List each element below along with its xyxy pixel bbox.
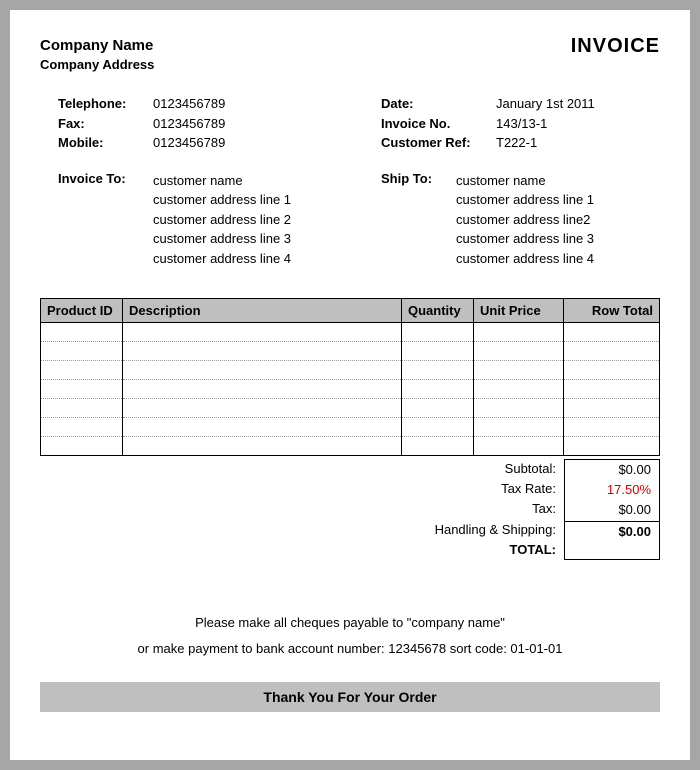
ship-to-line4: customer address line 4 bbox=[456, 249, 594, 269]
customer-ref-value: T222-1 bbox=[496, 133, 537, 153]
company-block: Company Name Company Address bbox=[40, 35, 154, 74]
invoice-title: INVOICE bbox=[571, 35, 660, 74]
ship-to-line3: customer address line 3 bbox=[456, 229, 594, 249]
date-label: Date: bbox=[381, 94, 496, 114]
invoice-to-block: Invoice To: customer name customer addre… bbox=[40, 171, 381, 269]
total-label: TOTAL: bbox=[435, 540, 556, 560]
table-row bbox=[41, 437, 660, 456]
thank-you-bar: Thank You For Your Order bbox=[40, 682, 660, 712]
company-address: Company Address bbox=[40, 56, 154, 74]
col-unit-price: Unit Price bbox=[474, 299, 564, 323]
subtotal-value: $0.00 bbox=[565, 460, 659, 480]
meta-block: Date:January 1st 2011 Invoice No.143/13-… bbox=[381, 94, 660, 153]
invoice-to-lines: customer name customer address line 1 cu… bbox=[153, 171, 291, 269]
shipping-label: Handling & Shipping: bbox=[435, 520, 556, 540]
tax-rate-value: 17.50% bbox=[565, 480, 659, 500]
totals-block: Subtotal: Tax Rate: Tax: Handling & Ship… bbox=[40, 459, 660, 560]
ship-to-line1: customer address line 1 bbox=[456, 190, 594, 210]
date-value: January 1st 2011 bbox=[496, 94, 595, 114]
tax-rate-label: Tax Rate: bbox=[435, 479, 556, 499]
line-items-table: Product ID Description Quantity Unit Pri… bbox=[40, 298, 660, 456]
subtotal-label: Subtotal: bbox=[435, 459, 556, 479]
invoice-to-line4: customer address line 4 bbox=[153, 249, 291, 269]
ship-to-name: customer name bbox=[456, 171, 594, 191]
tax-value: $0.00 bbox=[565, 500, 659, 520]
telephone-value: 0123456789 bbox=[153, 94, 225, 114]
footer-line2: or make payment to bank account number: … bbox=[40, 636, 660, 662]
customer-ref-label: Customer Ref: bbox=[381, 133, 496, 153]
invoice-to-name: customer name bbox=[153, 171, 291, 191]
col-quantity: Quantity bbox=[402, 299, 474, 323]
totals-values: $0.00 17.50% $0.00 $0.00 bbox=[564, 459, 660, 560]
ship-to-line2: customer address line2 bbox=[456, 210, 594, 230]
table-body bbox=[41, 323, 660, 456]
footer-notes: Please make all cheques payable to "comp… bbox=[40, 610, 660, 662]
invoice-no-value: 143/13-1 bbox=[496, 114, 547, 134]
mobile-label: Mobile: bbox=[58, 133, 153, 153]
table-row bbox=[41, 399, 660, 418]
ship-to-label: Ship To: bbox=[381, 171, 456, 269]
table-row bbox=[41, 323, 660, 342]
table-row bbox=[41, 361, 660, 380]
col-description: Description bbox=[123, 299, 402, 323]
ship-to-lines: customer name customer address line 1 cu… bbox=[456, 171, 594, 269]
fax-value: 0123456789 bbox=[153, 114, 225, 134]
contact-block: Telephone:0123456789 Fax:0123456789 Mobi… bbox=[40, 94, 381, 153]
tax-label: Tax: bbox=[435, 499, 556, 519]
address-row: Invoice To: customer name customer addre… bbox=[40, 171, 660, 269]
table-row bbox=[41, 418, 660, 437]
invoice-to-label: Invoice To: bbox=[58, 171, 153, 269]
mobile-value: 0123456789 bbox=[153, 133, 225, 153]
invoice-to-line3: customer address line 3 bbox=[153, 229, 291, 249]
col-product-id: Product ID bbox=[41, 299, 123, 323]
ship-to-block: Ship To: customer name customer address … bbox=[381, 171, 660, 269]
invoice-page: Company Name Company Address INVOICE Tel… bbox=[10, 10, 690, 760]
telephone-label: Telephone: bbox=[58, 94, 153, 114]
table-header-row: Product ID Description Quantity Unit Pri… bbox=[41, 299, 660, 323]
invoice-to-line2: customer address line 2 bbox=[153, 210, 291, 230]
table-row bbox=[41, 342, 660, 361]
invoice-no-label: Invoice No. bbox=[381, 114, 496, 134]
table-row bbox=[41, 380, 660, 399]
totals-labels: Subtotal: Tax Rate: Tax: Handling & Ship… bbox=[435, 459, 564, 560]
fax-label: Fax: bbox=[58, 114, 153, 134]
info-row: Telephone:0123456789 Fax:0123456789 Mobi… bbox=[40, 94, 660, 153]
footer-line1: Please make all cheques payable to "comp… bbox=[40, 610, 660, 636]
total-value: $0.00 bbox=[565, 521, 659, 542]
invoice-to-line1: customer address line 1 bbox=[153, 190, 291, 210]
col-row-total: Row Total bbox=[564, 299, 660, 323]
company-name: Company Name bbox=[40, 35, 154, 56]
header-row: Company Name Company Address INVOICE bbox=[40, 35, 660, 74]
